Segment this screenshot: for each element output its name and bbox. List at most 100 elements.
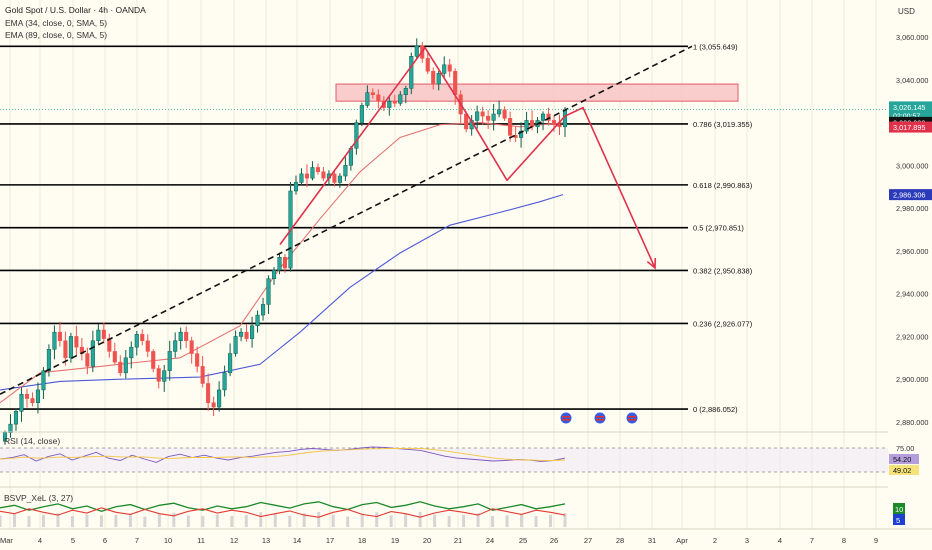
bsvp-legend[interactable]: BSVP_XeL (3, 27)	[4, 493, 73, 503]
economic-events[interactable]	[559, 411, 639, 425]
candle-body	[255, 314, 260, 326]
bsvp-histogram-bar	[128, 513, 132, 527]
time-axis-label: Apr	[676, 536, 688, 545]
candle	[68, 332, 73, 363]
candle-body	[387, 100, 392, 108]
us-flag-icon-stripe	[628, 416, 636, 418]
candle	[195, 346, 200, 373]
candle	[134, 331, 139, 356]
candle	[19, 387, 24, 422]
candle	[271, 267, 277, 285]
rsi-legend[interactable]: RSI (14, close)	[4, 436, 60, 446]
resistance-zone-box	[335, 83, 739, 102]
candle	[30, 392, 35, 407]
bsvp-histogram-bar	[331, 514, 335, 527]
price-badges: 3,026.14502:00:573,020.0903,017.8952,986…	[0, 101, 932, 201]
candle	[189, 336, 194, 364]
bsvp-histogram-bar	[360, 513, 364, 527]
candle-body	[57, 331, 62, 341]
time-axis-label: 13	[262, 536, 270, 545]
candle	[310, 161, 315, 181]
candle-body	[101, 329, 106, 339]
candle-body	[8, 423, 13, 433]
projection-path[interactable]	[279, 46, 657, 270]
candle-body	[96, 329, 101, 341]
us-flag-icon-stripe	[596, 419, 604, 421]
candle-body	[162, 370, 167, 382]
ema34-legend[interactable]: EMA (34, close, 0, SMA, 5)	[5, 18, 107, 28]
candle-body	[304, 173, 310, 179]
price-tick-label: 2,880.000	[896, 418, 928, 427]
us-flag-icon-stripe	[562, 419, 570, 421]
fib-level-label: 0.5 (2,970.851)	[693, 224, 744, 233]
candle-body	[431, 70, 436, 85]
candle-body	[321, 171, 326, 179]
candle-body	[365, 92, 370, 106]
price-tick-label: 3,040.000	[896, 76, 928, 85]
candle	[398, 91, 403, 106]
bsvp-histogram-bar	[56, 513, 60, 527]
rsi-band	[0, 448, 888, 472]
time-axis[interactable]: Mar 4 5 6 7 10 11 12 13 14 17 18 19 20 21 24 25 26 27 28 31 A…	[0, 536, 878, 545]
us-flag-icon-circle	[559, 411, 573, 425]
candle-body	[310, 167, 315, 179]
trendline[interactable]	[0, 45, 693, 395]
candle	[365, 85, 370, 108]
candle-body	[74, 336, 79, 348]
time-axis-label: 28	[616, 536, 624, 545]
us-flag-icon-circle	[625, 411, 639, 425]
currency-label[interactable]: USD	[898, 7, 915, 16]
rsi-value-label: 54.20	[893, 455, 911, 464]
candle	[46, 344, 51, 377]
ema89-line	[0, 194, 564, 391]
candle-body	[63, 340, 68, 359]
candle-body	[46, 349, 51, 371]
ema89-legend[interactable]: EMA (89, close, 0, SMA, 5)	[5, 30, 107, 40]
candle-body	[167, 351, 172, 371]
candle-body	[392, 100, 397, 104]
candle-body	[30, 398, 35, 404]
candle	[233, 330, 238, 357]
us-flag-icon-stripe	[562, 416, 570, 418]
candle-body	[52, 331, 57, 350]
candle	[519, 122, 524, 148]
price-badge-label: 3,017.895	[893, 123, 925, 132]
time-axis-label: 12	[230, 536, 238, 545]
time-axis-label: 10	[164, 536, 172, 545]
candle-body	[211, 402, 216, 408]
candle	[403, 85, 408, 104]
candle	[282, 254, 288, 273]
candle	[112, 342, 117, 365]
candle	[332, 170, 337, 187]
candle-body	[540, 113, 546, 121]
resistance-zone[interactable]	[335, 83, 739, 102]
candle-body	[112, 351, 117, 363]
candlestick-series	[2, 38, 568, 445]
time-axis-label: 18	[358, 536, 366, 545]
bsvp-histogram-bar	[563, 513, 567, 527]
candle	[315, 163, 320, 175]
trendline-dashed	[0, 45, 693, 395]
time-axis-label: 14	[293, 536, 301, 545]
candle-body	[524, 120, 529, 132]
candle-body	[546, 113, 551, 121]
bsvp-histogram-bar	[447, 516, 451, 527]
fibonacci-retracement[interactable]: 1 (3,055.649) 0.786 (3,019.355) 0.618 (2,9…	[0, 42, 753, 414]
time-axis-label: 9	[874, 536, 878, 545]
candle	[288, 181, 293, 272]
chart-title: Gold Spot / U.S. Dollar · 4h · OANDA	[5, 5, 146, 15]
price-tick-label: 3,060.000	[896, 33, 928, 42]
candle-body	[184, 331, 189, 341]
candle-body	[123, 357, 128, 374]
candle-body	[551, 120, 557, 125]
candle	[370, 88, 375, 99]
candle-body	[85, 353, 90, 367]
candle-body	[19, 393, 24, 412]
price-tick-label: 2,960.000	[896, 247, 928, 256]
time-axis-label: 2	[713, 536, 717, 545]
candle	[96, 324, 101, 345]
candle-body	[453, 70, 458, 95]
candle	[178, 327, 183, 350]
time-axis-label: 11	[197, 536, 205, 545]
